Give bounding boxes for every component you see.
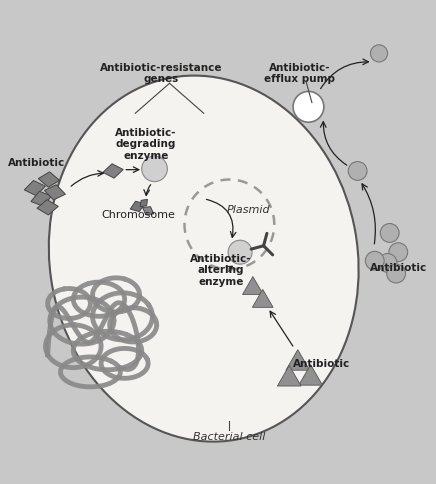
Text: Antibiotic: Antibiotic xyxy=(370,263,427,272)
Polygon shape xyxy=(286,350,310,370)
Text: Antibiotic-
efflux pump: Antibiotic- efflux pump xyxy=(264,63,335,84)
Circle shape xyxy=(142,157,167,182)
Text: Plasmid: Plasmid xyxy=(227,205,270,215)
Circle shape xyxy=(380,224,399,243)
Text: Bacterial cell: Bacterial cell xyxy=(193,431,266,441)
Polygon shape xyxy=(103,165,123,179)
Circle shape xyxy=(378,254,397,272)
Circle shape xyxy=(348,162,367,181)
Text: Antibiotic-
degrading
enzyme: Antibiotic- degrading enzyme xyxy=(115,127,177,160)
Text: Antibiotic: Antibiotic xyxy=(293,359,350,369)
Polygon shape xyxy=(242,277,263,295)
Polygon shape xyxy=(37,200,58,215)
Polygon shape xyxy=(277,366,301,386)
Circle shape xyxy=(387,265,405,284)
Text: Antibiotic: Antibiotic xyxy=(7,158,65,168)
Polygon shape xyxy=(31,192,51,207)
Text: Antibiotic-
altering
enzyme: Antibiotic- altering enzyme xyxy=(190,253,252,287)
Circle shape xyxy=(371,45,388,63)
Polygon shape xyxy=(44,185,65,200)
Circle shape xyxy=(228,241,252,265)
Polygon shape xyxy=(252,290,273,308)
Text: Antibiotic-resistance
genes: Antibiotic-resistance genes xyxy=(100,63,222,84)
Polygon shape xyxy=(130,202,145,212)
Circle shape xyxy=(389,243,408,262)
Polygon shape xyxy=(38,172,60,188)
Circle shape xyxy=(365,252,384,271)
Polygon shape xyxy=(299,365,323,385)
Polygon shape xyxy=(140,200,147,207)
Polygon shape xyxy=(24,181,45,196)
Polygon shape xyxy=(143,207,154,215)
Circle shape xyxy=(293,92,324,123)
Ellipse shape xyxy=(49,76,359,442)
Text: Chromosome: Chromosome xyxy=(101,209,175,219)
